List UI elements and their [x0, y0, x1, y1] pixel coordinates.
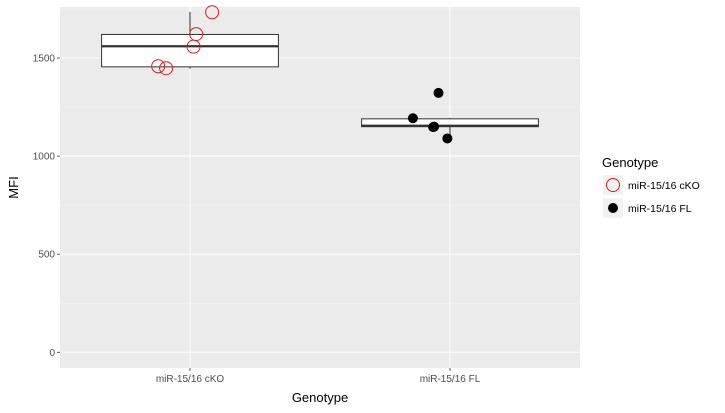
data-point-fl — [407, 113, 418, 124]
y-axis: 0 500 1000 1500 — [33, 54, 60, 359]
y-axis-title: MFI — [6, 176, 21, 198]
y-tick-label: 500 — [38, 250, 55, 261]
boxes-layer — [101, 11, 539, 139]
legend-key-cko-open-circle — [606, 178, 620, 192]
data-point-cko — [186, 39, 201, 54]
legend-key-fl-filled-circle — [608, 203, 618, 213]
y-tick-label: 0 — [49, 348, 55, 359]
points-layer — [151, 5, 453, 144]
x-tick-label: miR-15/16 cKO — [156, 374, 225, 385]
x-axis: miR-15/16 cKO miR-15/16 FL — [156, 368, 481, 385]
legend: Genotype miR-15/16 cKO miR-15/16 FL — [602, 155, 700, 218]
data-point-fl — [442, 133, 453, 144]
data-point-fl — [428, 122, 439, 133]
data-point-fl — [433, 87, 444, 98]
legend-label-fl: miR-15/16 FL — [628, 203, 692, 215]
legend-label-cko: miR-15/16 cKO — [628, 180, 700, 192]
data-point-cko — [151, 59, 166, 74]
data-point-cko — [205, 5, 220, 20]
box-body — [101, 33, 279, 68]
y-tick-label: 1500 — [33, 54, 56, 65]
legend-title: Genotype — [602, 155, 658, 170]
y-tick-label: 1000 — [33, 152, 56, 163]
minor-gridlines — [60, 8, 580, 304]
legend-key-cko-background — [603, 175, 623, 195]
x-tick-label: miR-15/16 FL — [420, 374, 481, 385]
data-point-cko — [159, 61, 174, 76]
x-axis-title: Genotype — [292, 390, 348, 405]
